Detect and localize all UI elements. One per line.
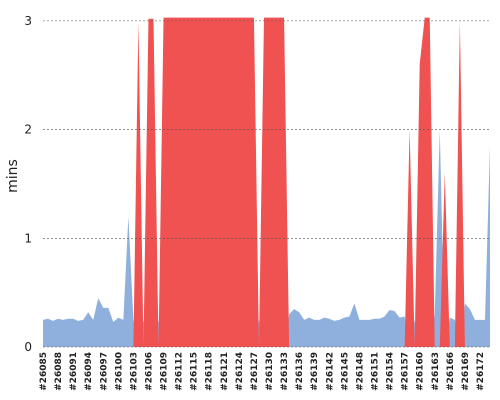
x-tick-label: #26100 [114, 352, 124, 391]
x-tick-label: #26166 [446, 352, 456, 391]
x-tick-label: #26109 [160, 352, 170, 391]
area [43, 17, 490, 348]
x-tick-label: #26133 [280, 352, 290, 391]
y-tick-label: 0 [24, 340, 32, 354]
x-tick-label: #26091 [69, 352, 79, 391]
x-tick-label: #26103 [129, 352, 139, 391]
y-tick-label: 3 [24, 14, 32, 28]
x-tick-label: #26172 [476, 352, 486, 391]
x-tick-label: #26115 [190, 352, 200, 391]
x-tick-label: #26136 [295, 352, 305, 391]
y-tick-label: 1 [24, 231, 32, 245]
x-tick-label: #26085 [39, 352, 49, 391]
x-tick-label: #26097 [99, 352, 109, 391]
y-tick-label: 2 [24, 123, 32, 137]
x-tick-label: #26112 [175, 352, 185, 391]
x-tick-label: #26094 [84, 352, 94, 391]
x-tick-label: #26127 [250, 352, 260, 391]
x-tick-label: #26142 [325, 352, 335, 391]
x-tick-label: #26118 [205, 352, 215, 391]
x-tick-label: #26139 [310, 352, 320, 391]
x-tick-label: #26148 [355, 352, 365, 391]
x-tick-label: #26160 [416, 352, 426, 391]
x-tick-label: #26124 [235, 352, 245, 391]
x-tick-label: #26145 [340, 352, 350, 391]
x-tick-label: #26130 [265, 352, 275, 391]
x-tick-label: #26169 [461, 352, 471, 391]
x-tick-label: #26121 [220, 352, 230, 391]
x-tick-label: #26163 [431, 352, 441, 391]
x-tick-label: #26151 [370, 352, 380, 391]
x-tick-label: #26157 [401, 352, 411, 391]
x-tick-label: #26154 [386, 352, 396, 391]
y-axis-label: mins [5, 159, 21, 193]
x-tick-label: #26088 [54, 352, 64, 391]
area [43, 129, 490, 347]
x-tick-label: #26106 [144, 352, 154, 391]
